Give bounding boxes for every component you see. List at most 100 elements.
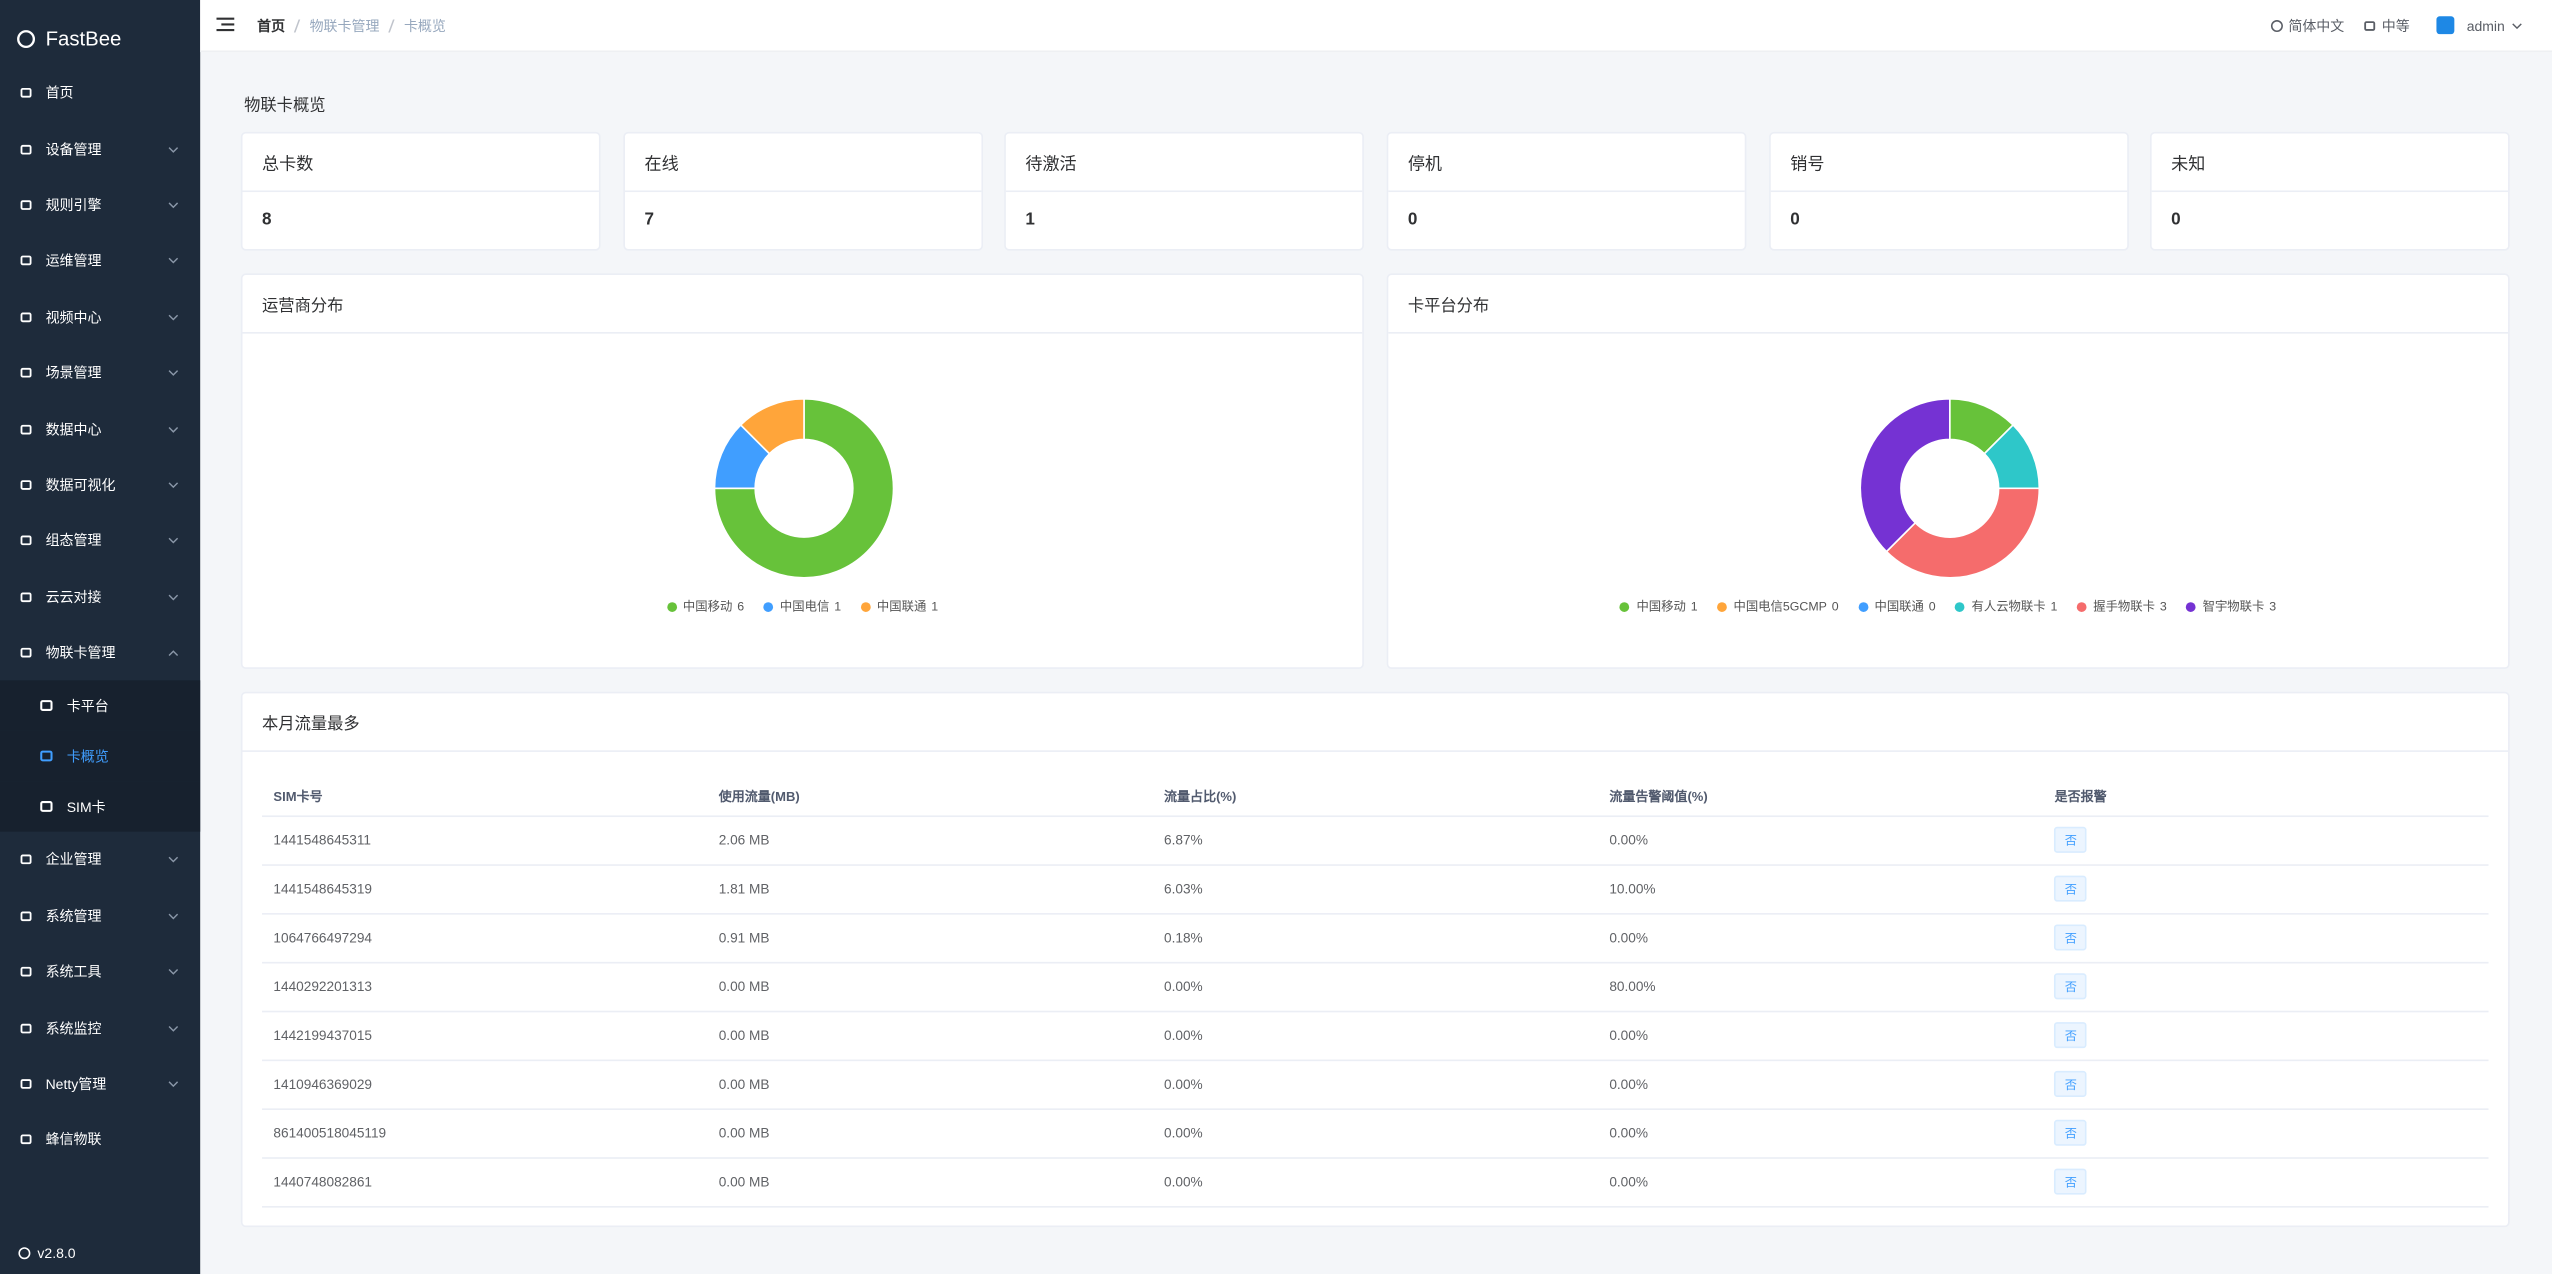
alarm-tag[interactable]: 否 — [2054, 1119, 2088, 1146]
table-cell: 1440292201313 — [262, 962, 707, 1011]
breadcrumb-item[interactable]: 首页 — [257, 17, 286, 34]
menu-item[interactable]: 场景管理 — [0, 345, 200, 401]
menu-item[interactable]: 数据中心 — [0, 401, 200, 457]
legend-item[interactable]: 中国联通 0 — [1858, 597, 1936, 615]
legend: 中国移动 6 中国电信 1 中国联通 1 — [243, 597, 1363, 615]
menu-toggle[interactable] — [216, 16, 235, 32]
legend-item[interactable]: 中国联通 1 — [860, 597, 938, 615]
menu-item[interactable]: 物联卡管理 — [0, 625, 200, 681]
table-cell: 0.00% — [1598, 815, 2043, 864]
chevron — [168, 594, 179, 600]
breadcrumb-item[interactable]: 物联卡管理 — [309, 17, 380, 34]
alarm-tag[interactable]: 否 — [2054, 924, 2088, 951]
legend-name: 中国移动 — [1636, 598, 1686, 614]
stat-value: 7 — [644, 209, 655, 230]
chevron — [168, 538, 179, 544]
chevron-line — [168, 913, 179, 920]
chevron-line — [168, 370, 179, 377]
divider — [242, 190, 599, 193]
submenu-item[interactable]: 卡概览 — [0, 731, 201, 782]
avatar[interactable] — [2435, 16, 2454, 35]
legend-item[interactable]: 中国移动 6 — [666, 597, 744, 615]
chevron-line — [168, 594, 179, 600]
icon — [20, 88, 32, 98]
user-name[interactable]: admin — [2466, 17, 2505, 34]
table-cell: 否 — [2043, 1157, 2488, 1206]
legend-item[interactable]: 中国电信 1 — [763, 597, 841, 615]
sidebar: FastBee 首页 设备管理 规则引擎 运维管理 视频中心 场景管理 数据中心 数据可视化 组态… — [0, 0, 201, 1274]
stat-value: 0 — [2171, 209, 2181, 230]
stat-value: 0 — [1790, 209, 1800, 230]
submenu-item[interactable]: SIM卡 — [0, 781, 201, 833]
cell-text: 6.03% — [1164, 880, 1203, 897]
icon-shape — [2364, 20, 2376, 31]
legend-value: 3 — [2159, 598, 2167, 614]
alarm-tag[interactable]: 否 — [2054, 1070, 2088, 1097]
icon-shape — [40, 801, 53, 813]
legend-item[interactable]: 握手物联卡 3 — [2076, 597, 2167, 615]
divider — [1388, 190, 1745, 193]
legend-name: 中国电信 — [779, 598, 830, 614]
divider — [624, 190, 982, 193]
menu-item[interactable]: 系统工具 — [0, 944, 200, 1000]
breadcrumb-separator — [388, 18, 395, 32]
legend-item[interactable]: 中国电信5GCMP 0 — [1717, 597, 1839, 615]
legend-dot — [860, 601, 871, 612]
cell-text: 1440292201313 — [273, 978, 372, 995]
language[interactable]: 简体中文 — [2288, 17, 2345, 34]
alarm-tag[interactable]: 否 — [2054, 875, 2088, 902]
chevron — [168, 650, 179, 657]
cell-text: 0.91 MB — [718, 929, 770, 946]
menu-item[interactable]: Netty管理 — [0, 1056, 200, 1112]
menu-label: 数据中心 — [45, 420, 102, 438]
chevron — [168, 258, 179, 265]
menu-item[interactable]: 首页 — [0, 65, 200, 121]
icon — [2270, 19, 2283, 32]
menu-label: 云云对接 — [45, 588, 102, 605]
menu-item[interactable]: 蜂信物联 — [0, 1112, 200, 1168]
cell-text: 0.00 MB — [718, 1075, 770, 1093]
icon — [20, 536, 32, 546]
legend-item[interactable]: 智宇物联卡 3 — [2186, 597, 2276, 615]
chevron-line — [168, 202, 179, 209]
menu-item[interactable]: 运维管理 — [0, 233, 200, 289]
alarm-tag[interactable]: 否 — [2054, 973, 2088, 1000]
menu-item[interactable]: 系统管理 — [0, 888, 200, 944]
icon — [20, 592, 32, 602]
menu-label: Netty管理 — [45, 1075, 107, 1093]
icon — [18, 1247, 31, 1260]
alarm-tag[interactable]: 否 — [2054, 1168, 2088, 1195]
menu-item[interactable]: 云云对接 — [0, 569, 200, 625]
alarm-tag[interactable]: 否 — [2054, 1022, 2088, 1049]
stat-card: 总卡数 8 — [240, 131, 601, 251]
submenu-item[interactable]: 卡平台 — [0, 680, 201, 732]
size-select[interactable]: 中等 — [2381, 17, 2410, 34]
submenu-label: SIM卡 — [66, 798, 106, 816]
alarm-tag[interactable]: 否 — [2054, 826, 2088, 853]
cell-text: 0.00% — [1609, 1026, 1648, 1044]
legend-item[interactable]: 中国移动 1 — [1620, 597, 1698, 615]
table-cell: 0.00% — [1153, 1108, 1598, 1157]
menu-item[interactable]: 规则引擎 — [0, 177, 200, 233]
table-cell: 0.00 MB — [707, 1108, 1152, 1157]
version: v2.8.0 — [18, 1245, 76, 1261]
menu-item[interactable]: 企业管理 — [0, 832, 200, 888]
menu-item[interactable]: 数据可视化 — [0, 457, 200, 513]
icon — [20, 855, 32, 865]
menu-item[interactable]: 视频中心 — [0, 289, 200, 345]
menu-item[interactable]: 组态管理 — [0, 513, 200, 569]
menu: 首页 设备管理 规则引擎 运维管理 视频中心 场景管理数据中心数据可视化 组态管理云云对接物… — [0, 65, 201, 1168]
menu-item[interactable]: 设备管理 — [0, 121, 200, 177]
legend-name: 中国电信5GCMP — [1733, 598, 1827, 614]
table-cell: 0.91 MB — [707, 913, 1152, 962]
menu-item[interactable]: 系统监控 — [0, 1000, 200, 1056]
icon-shape — [20, 855, 32, 865]
table-row: 1440748082861 0.00 MB 0.00% 0.00% 否 — [262, 1157, 2489, 1208]
legend-item[interactable]: 有人云物联卡 1 — [1955, 597, 2057, 615]
chevron-line — [168, 857, 179, 864]
chevron — [168, 913, 179, 920]
divider — [1005, 190, 1363, 193]
chevron-line — [2512, 22, 2522, 29]
chevron — [168, 426, 179, 433]
chart-title: 卡平台分布 — [1388, 275, 2509, 334]
